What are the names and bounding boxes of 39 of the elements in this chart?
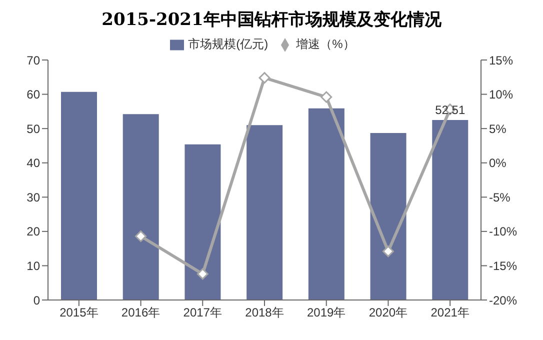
y-tick-label: 20 bbox=[26, 224, 40, 239]
chart-title: 2015-2021年中国钻杆市场规模及变化情况 bbox=[100, 9, 442, 32]
y2-tick-label: -10% bbox=[489, 224, 518, 239]
y-tick-label: 60 bbox=[26, 88, 40, 102]
x-tick-label: 2020年 bbox=[368, 306, 408, 320]
bar bbox=[122, 114, 159, 300]
bar bbox=[432, 120, 468, 300]
y-tick-label: 30 bbox=[26, 190, 40, 204]
y2-tick-label: 10% bbox=[489, 88, 514, 102]
bar bbox=[308, 108, 344, 300]
x-tick-label: 2018年 bbox=[245, 306, 284, 320]
point bbox=[320, 91, 332, 103]
bar bbox=[246, 125, 283, 300]
y-tick-label: 40 bbox=[26, 156, 40, 170]
y2-tick-label: -5% bbox=[489, 190, 511, 204]
y-tick-label: 0 bbox=[33, 293, 40, 308]
data-label: 52.51 bbox=[435, 102, 466, 117]
bar bbox=[184, 144, 221, 300]
x-tick-label: 2017年 bbox=[183, 306, 222, 320]
legend-label: 增速（%） bbox=[296, 37, 355, 51]
bar bbox=[61, 92, 97, 300]
x-tick-label: 2015年 bbox=[60, 306, 98, 320]
y-tick-label: 50 bbox=[26, 122, 40, 136]
x-tick-label: 2019年 bbox=[307, 306, 346, 320]
point bbox=[258, 72, 270, 84]
y2-tick-label: 5% bbox=[489, 122, 507, 136]
y-tick-label: 10 bbox=[26, 258, 40, 273]
point bbox=[382, 246, 394, 258]
y2-tick-label: 0% bbox=[489, 156, 507, 170]
bar bbox=[370, 133, 406, 300]
point bbox=[135, 230, 147, 242]
x-tick-label: 2021年 bbox=[430, 306, 470, 320]
x-tick-label: 2016年 bbox=[121, 306, 160, 320]
legend-label: 市场规模(亿元) bbox=[188, 37, 268, 51]
point bbox=[196, 268, 208, 280]
y2-tick-label: -20% bbox=[489, 293, 518, 308]
y2-tick-label: 15% bbox=[489, 53, 514, 68]
y-tick-label: 70 bbox=[26, 53, 40, 68]
y2-tick-label: -15% bbox=[489, 258, 518, 273]
